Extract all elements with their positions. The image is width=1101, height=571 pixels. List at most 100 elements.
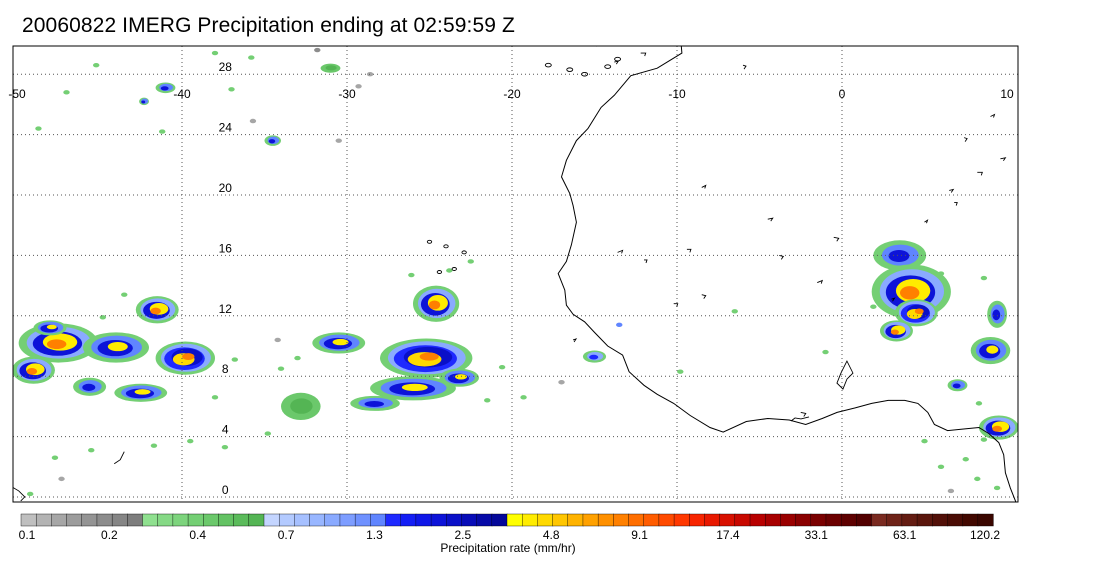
precip-cell — [947, 379, 968, 392]
coastline-fragment — [790, 416, 810, 422]
precip-light-cell — [498, 364, 506, 370]
colorbar-tick: 4.8 — [543, 528, 560, 542]
precip-light-cell — [63, 90, 70, 95]
island — [566, 67, 574, 72]
island — [614, 56, 622, 62]
colorbar-tick: 1.3 — [366, 528, 383, 542]
precip-light-cell — [484, 398, 491, 403]
colorbar-title: Precipitation rate (mm/hr) — [440, 541, 576, 555]
colorbar-swatch — [111, 513, 128, 527]
coastline-fragment — [742, 64, 747, 70]
lat-tick-label: 16 — [219, 241, 233, 255]
coastline-fragment — [114, 451, 125, 465]
colorbar-swatch — [886, 513, 903, 527]
precip-contour — [401, 383, 428, 392]
precip-cell — [970, 336, 1011, 365]
colorbar-swatch — [415, 513, 432, 527]
colorbar-swatch — [476, 513, 493, 527]
grid-lines — [13, 46, 1018, 502]
lon-tick-label: 10 — [1000, 87, 1014, 101]
colorbar-swatch — [901, 513, 918, 527]
coastline-fragment — [673, 303, 679, 307]
precip-light-cell — [980, 437, 988, 442]
coastline-fragment — [686, 248, 692, 253]
colorbar-tick-labels: 0.1 0.2 0.4 0.7 1.3 2.5 4.8 9.1 17.4 33.1 63.1 120.… — [19, 528, 1001, 542]
colorbar-swatch — [810, 513, 827, 527]
precip-cell — [582, 350, 607, 363]
precip-contour — [914, 308, 924, 315]
coastline-fragment — [963, 137, 968, 142]
coastline-path — [557, 46, 1017, 502]
lat-tick-label: 4 — [222, 423, 229, 437]
lon-tick-label: 0 — [839, 87, 846, 101]
coastline-fragment — [800, 411, 807, 417]
precip-contour — [107, 342, 128, 352]
precip-light-cell — [249, 118, 257, 124]
coastline-fragment — [990, 113, 996, 118]
lat-tick-label: 20 — [219, 181, 233, 195]
coastline-fragment — [954, 202, 958, 206]
precip-cell — [350, 395, 400, 411]
colorbar-swatch — [977, 513, 994, 527]
precip-light-cell — [355, 84, 362, 89]
colorbar-swatch — [643, 513, 660, 527]
colorbar-swatch — [233, 513, 250, 527]
precip-light-cell — [558, 380, 565, 385]
colorbar-swatch — [734, 513, 751, 527]
colorbar-swatch — [51, 513, 68, 527]
precip-cell — [155, 341, 215, 375]
precip-light-cell — [870, 304, 877, 309]
precip-light-cell — [314, 47, 321, 53]
island — [581, 71, 589, 77]
coastline-fragment — [640, 52, 647, 57]
precip-cell — [139, 97, 149, 106]
precip-light-cell — [187, 438, 194, 444]
coastline-fragment — [617, 249, 624, 254]
precip-cell — [320, 63, 341, 73]
precip-contour — [952, 383, 961, 389]
precip-cell — [370, 376, 456, 401]
precip-cell — [439, 368, 480, 387]
colorbar-swatch — [947, 513, 964, 527]
colorbar-swatch — [324, 513, 341, 527]
precipitation-layer — [13, 47, 1018, 497]
precip-cell — [155, 82, 176, 94]
precip-cell — [114, 383, 168, 402]
lat-tick-label: 8 — [222, 362, 229, 376]
precip-cell — [135, 296, 179, 324]
precip-contour — [160, 86, 169, 91]
coastline-fragment — [701, 294, 707, 299]
coastline-fragment — [13, 486, 26, 502]
coastline-fragment — [614, 60, 620, 65]
precip-contour — [26, 368, 38, 375]
colorbar — [20, 513, 994, 527]
colorbar-tick: 0.2 — [101, 528, 118, 542]
colorbar-swatch — [658, 513, 675, 527]
colorbar-swatch — [825, 513, 842, 527]
island — [604, 64, 612, 69]
precip-light-cell — [274, 337, 281, 343]
colorbar-swatch — [567, 513, 584, 527]
precip-cell — [879, 320, 913, 342]
colorbar-swatch — [400, 513, 417, 527]
lon-tick-label: -20 — [503, 87, 521, 101]
precip-cell — [312, 332, 366, 354]
precip-light-cell — [408, 272, 415, 278]
precip-contour — [589, 354, 599, 360]
precip-light-cell — [221, 444, 229, 450]
precip-light-cell — [446, 268, 453, 273]
colorbar-swatch — [673, 513, 690, 527]
colorbar-swatch — [719, 513, 736, 527]
coastline-fragment — [891, 297, 896, 302]
lon-tick-label: -10 — [668, 87, 686, 101]
precip-light-cell — [150, 443, 158, 448]
colorbar-swatch — [840, 513, 857, 527]
colorbar-swatch — [461, 513, 478, 527]
colorbar-swatch — [506, 513, 523, 527]
precip-light-cell — [277, 366, 285, 371]
precip-cell — [264, 135, 281, 146]
coastline-fragment — [817, 279, 823, 284]
colorbar-swatch — [218, 513, 235, 527]
precip-light-cell — [58, 476, 65, 482]
precip-light-cell — [366, 72, 374, 77]
